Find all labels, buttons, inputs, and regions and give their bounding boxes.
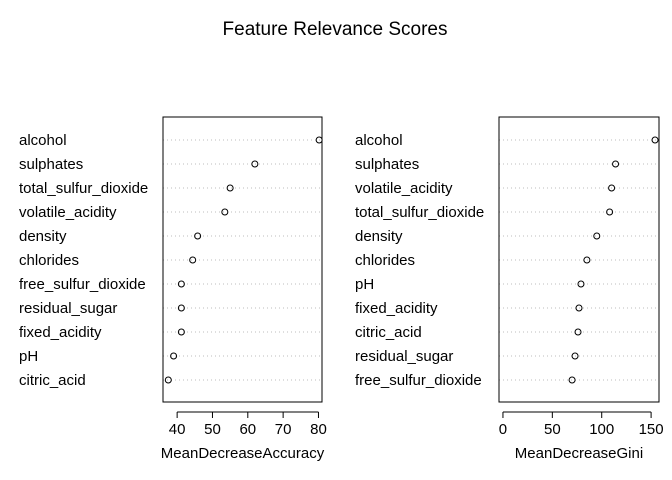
category-label: chlorides — [355, 252, 415, 269]
category-label: density — [19, 228, 67, 245]
category-label: pH — [355, 276, 374, 293]
data-point — [221, 208, 229, 216]
panel-accuracy: alcohol sulphates total_sulfur_dioxidevola… — [19, 116, 327, 462]
x-tick-label: 70 — [275, 421, 292, 438]
x-axis-label: MeanDecreaseAccuracy — [161, 445, 325, 462]
category-label: residual_sugar — [19, 300, 117, 317]
x-tick-label: 40 — [169, 421, 186, 438]
category-label: alcohol — [19, 132, 67, 149]
category-label: total_sulfur_dioxide — [355, 204, 484, 221]
data-point — [177, 328, 185, 336]
x-tick-label: 50 — [544, 421, 561, 438]
category-label: volatile_acidity — [355, 180, 453, 197]
category-label: citric_acid — [355, 324, 422, 341]
plot-frame — [498, 116, 660, 403]
category-label: total_sulfur_dioxide — [19, 180, 148, 197]
category-label: sulphates — [19, 156, 83, 173]
data-point — [164, 376, 172, 384]
category-label: free_sulfur_dioxide — [355, 372, 482, 389]
category-label: sulphates — [355, 156, 419, 173]
data-point — [651, 136, 659, 144]
data-point — [226, 184, 234, 192]
chart-title: Feature Relevance Scores — [223, 19, 448, 40]
data-point — [177, 280, 185, 288]
data-point — [170, 352, 178, 360]
data-point — [574, 328, 582, 336]
x-tick-label: 50 — [204, 421, 221, 438]
data-point — [194, 232, 202, 240]
data-point — [612, 160, 620, 168]
category-label: alcohol — [355, 132, 403, 149]
x-tick-label: 150 — [639, 421, 664, 438]
panel-gini: alcohol sulphates volatile_acidity total_su… — [355, 116, 664, 462]
category-label: chlorides — [19, 252, 79, 269]
data-point — [577, 280, 585, 288]
x-tick-label: 100 — [589, 421, 614, 438]
category-label: citric_acid — [19, 372, 86, 389]
panels: alcoholsulphatestotal_sulfur_dioxidevola… — [19, 116, 664, 462]
plot-frame — [162, 116, 323, 403]
data-point — [568, 376, 576, 384]
category-label: residual_sugar — [355, 348, 453, 365]
category-label: density — [355, 228, 403, 245]
data-point — [177, 304, 185, 312]
x-tick-label: 80 — [310, 421, 327, 438]
category-label: pH — [19, 348, 38, 365]
category-label: volatile_acidity — [19, 204, 117, 221]
data-point — [251, 160, 259, 168]
x-axis-label: MeanDecreaseGini — [515, 445, 643, 462]
category-label: fixed_acidity — [19, 324, 102, 341]
data-point — [189, 256, 197, 264]
data-point — [608, 184, 616, 192]
data-point — [575, 304, 583, 312]
data-point — [583, 256, 591, 264]
category-label: free_sulfur_dioxide — [19, 276, 146, 293]
data-point — [571, 352, 579, 360]
data-point — [606, 208, 614, 216]
x-tick-label: 0 — [499, 421, 507, 438]
x-tick-label: 60 — [239, 421, 256, 438]
category-label: fixed_acidity — [355, 300, 438, 317]
data-point — [593, 232, 601, 240]
